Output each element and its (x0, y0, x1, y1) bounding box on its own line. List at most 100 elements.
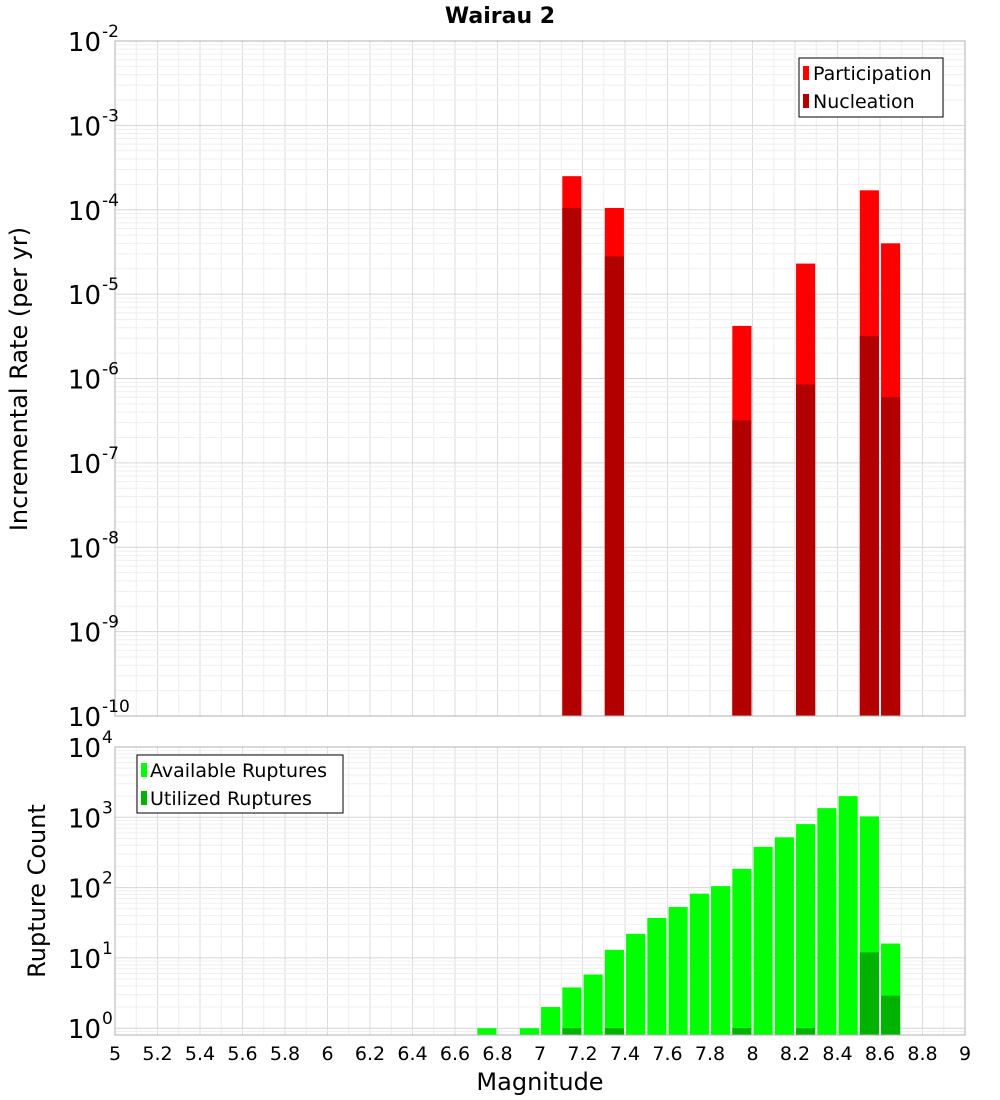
x-tick-label: 6.6 (440, 1043, 470, 1065)
y-tick-exponent: -6 (102, 360, 119, 380)
count-bar-series2 (881, 995, 901, 1035)
x-tick-label: 7.2 (567, 1043, 597, 1065)
x-tick-label: 5.4 (185, 1043, 215, 1065)
y-tick-base: 10 (68, 366, 101, 396)
rate-y-axis-ticks: 10-210-310-410-510-610-710-810-910-10 (68, 22, 130, 733)
rate-bar-series2 (796, 384, 816, 716)
y-tick-base: 10 (68, 28, 101, 58)
count-bar-series1 (519, 1028, 539, 1035)
count-grid (114, 747, 966, 1036)
count-bar-series1 (541, 1007, 561, 1035)
count-bar-series1 (774, 837, 794, 1035)
y-tick-exponent: -9 (102, 613, 119, 633)
rate-grid (114, 41, 966, 717)
count-y-tick-label: 10 1 (68, 939, 113, 975)
y-tick-base: 10 (68, 804, 101, 834)
y-tick-base: 10 (68, 703, 101, 733)
count-bar-series1 (732, 868, 752, 1035)
rate-y-tick-label: 10 -3 (68, 106, 119, 142)
y-tick-base: 10 (68, 875, 101, 905)
count-bar-series2 (796, 1028, 816, 1035)
rate-y-axis-label: Incremental Rate (per yr) (5, 227, 33, 531)
count-bar-series1 (689, 893, 709, 1035)
available-legend-label: Available Ruptures (150, 760, 327, 782)
rate-y-tick-label: 10 -10 (68, 697, 130, 733)
count-plot-frame (114, 746, 966, 1036)
count-y-tick-label: 10 0 (68, 1009, 113, 1045)
count-bar-series1 (583, 974, 603, 1035)
count-y-tick-label: 10 2 (68, 869, 113, 905)
rate-legend-box (798, 57, 944, 118)
y-tick-base: 10 (68, 281, 101, 311)
x-tick-label: 5 (109, 1043, 121, 1065)
count-bar-series2 (604, 1028, 624, 1035)
x-tick-label: 9 (959, 1043, 971, 1065)
rate-y-tick-label: 10 -8 (68, 528, 119, 564)
count-bar-series2 (732, 1028, 752, 1035)
utilized-legend-label: Utilized Ruptures (150, 788, 312, 810)
y-tick-base: 10 (68, 112, 101, 142)
participation-legend-swatch (803, 66, 809, 80)
utilized-legend-swatch (141, 791, 147, 805)
count-y-tick-label: 10 4 (68, 728, 113, 764)
count-legend: Available Ruptures Utilized Ruptures (136, 754, 344, 814)
count-bar-series1 (626, 933, 646, 1035)
count-bar-series1 (647, 917, 667, 1035)
rate-y-tick-label: 10 -9 (68, 613, 119, 649)
y-tick-exponent: -2 (102, 22, 119, 42)
x-tick-label: 7.8 (695, 1043, 725, 1065)
count-bar-series2 (562, 1028, 582, 1035)
x-tick-label: 7.6 (652, 1043, 682, 1065)
x-tick-label: 8 (746, 1043, 758, 1065)
rate-legend: Participation Nucleation (798, 57, 944, 118)
y-tick-base: 10 (68, 197, 101, 227)
nucleation-legend-label: Nucleation (813, 91, 915, 113)
y-tick-exponent: 0 (102, 1009, 113, 1029)
x-tick-label: 8.8 (907, 1043, 937, 1065)
x-tick-label: 7 (534, 1043, 546, 1065)
y-tick-exponent: 2 (102, 869, 113, 889)
rate-bar-series2 (732, 420, 752, 716)
rate-bar-series2 (881, 397, 901, 716)
count-bar-series1 (604, 949, 624, 1035)
available-legend-swatch (141, 763, 147, 777)
y-tick-exponent: -5 (102, 275, 119, 295)
x-tick-label: 8.4 (822, 1043, 852, 1065)
count-bar-series1 (562, 987, 582, 1035)
y-tick-base: 10 (68, 619, 101, 649)
count-legend-box (136, 754, 344, 814)
y-tick-exponent: -10 (102, 697, 130, 717)
rate-y-tick-label: 10 -2 (68, 22, 119, 58)
y-tick-exponent: -7 (102, 444, 119, 464)
nucleation-legend-swatch (803, 94, 809, 108)
rate-bar-series2 (859, 335, 879, 716)
y-tick-exponent: 3 (102, 798, 113, 818)
chart-title: Wairau 2 (445, 4, 555, 29)
count-bar-series1 (668, 906, 688, 1035)
count-bar-series1 (477, 1028, 497, 1035)
rate-bar-series2 (562, 207, 582, 716)
x-tick-label: 5.8 (270, 1043, 300, 1065)
y-tick-exponent: 4 (102, 728, 113, 748)
rate-y-tick-label: 10 -5 (68, 275, 119, 311)
count-bar-series1 (838, 796, 858, 1035)
x-tick-label: 6 (321, 1043, 333, 1065)
x-tick-label: 7.4 (610, 1043, 640, 1065)
y-tick-base: 10 (68, 734, 101, 764)
x-tick-label: 5.6 (227, 1043, 257, 1065)
count-bar-series2 (859, 952, 879, 1035)
x-tick-label: 6.8 (482, 1043, 512, 1065)
rate-plot-frame (114, 40, 966, 717)
y-tick-base: 10 (68, 450, 101, 480)
count-y-axis-label: Rupture Count (23, 804, 51, 978)
rate-bars (562, 176, 901, 717)
x-tick-label: 6.2 (355, 1043, 385, 1065)
count-bar-series1 (796, 824, 816, 1035)
y-tick-exponent: -8 (102, 528, 119, 548)
count-bar-series1 (817, 808, 837, 1035)
count-bars (477, 796, 901, 1035)
y-tick-base: 10 (68, 945, 101, 975)
rate-y-tick-label: 10 -4 (68, 191, 119, 227)
